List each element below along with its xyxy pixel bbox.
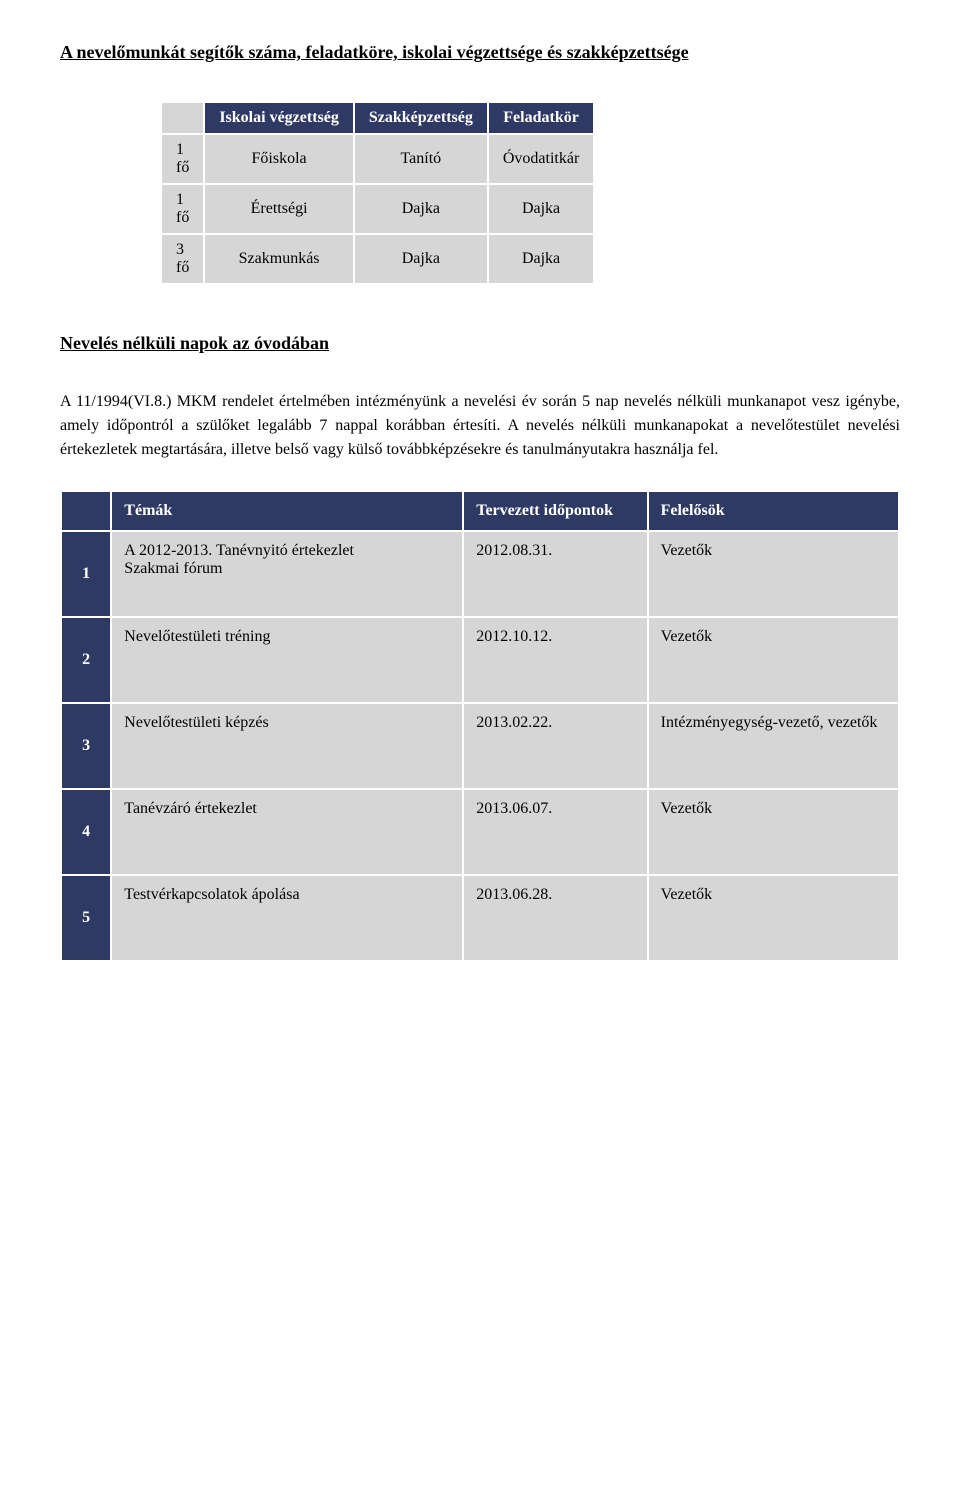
row-topic: Tanévzáró értekezlet [111, 789, 463, 875]
row-topic: A 2012-2013. Tanévnyitó értekezlet Szakm… [111, 531, 463, 617]
topic-line: Nevelőtestületi tréning [124, 628, 450, 646]
row-responsible: Vezetők [648, 617, 899, 703]
staff-qualification: Dajka [354, 234, 488, 284]
section-heading-2: Nevelés nélküli napok az óvodában [60, 333, 900, 354]
staff-education: Szakmunkás [204, 234, 354, 284]
schedule-header-blank [61, 491, 111, 531]
staff-count: 1 fő [161, 184, 204, 234]
table-row: 1 fő Főiskola Tanító Óvodatitkár [161, 134, 594, 184]
staff-table-header-blank [161, 102, 204, 134]
schedule-header-topics: Témák [111, 491, 463, 531]
table-row: 2 Nevelőtestületi tréning 2012.10.12. Ve… [61, 617, 899, 703]
section-heading-1: A nevelőmunkát segítők száma, feladatkör… [60, 40, 900, 65]
staff-qualification: Dajka [354, 184, 488, 234]
row-responsible: Vezetők [648, 531, 899, 617]
table-row: 1 fő Érettségi Dajka Dajka [161, 184, 594, 234]
row-responsible: Vezetők [648, 875, 899, 961]
staff-table-header-education: Iskolai végzettség [204, 102, 354, 134]
row-date: 2012.08.31. [463, 531, 647, 617]
topic-line: Szakmai fórum [124, 560, 450, 578]
staff-education: Főiskola [204, 134, 354, 184]
table-row: 4 Tanévzáró értekezlet 2013.06.07. Vezet… [61, 789, 899, 875]
staff-count: 1 fő [161, 134, 204, 184]
staff-table: Iskolai végzettség Szakképzettség Felada… [160, 101, 595, 285]
row-responsible: Vezetők [648, 789, 899, 875]
schedule-header-responsible: Felelősök [648, 491, 899, 531]
table-row: 5 Testvérkapcsolatok ápolása 2013.06.28.… [61, 875, 899, 961]
row-number: 4 [61, 789, 111, 875]
staff-role: Dajka [488, 184, 594, 234]
row-responsible: Intézményegység-vezető, vezetők [648, 703, 899, 789]
staff-count: 3 fő [161, 234, 204, 284]
row-number: 1 [61, 531, 111, 617]
row-date: 2013.02.22. [463, 703, 647, 789]
topic-line: Testvérkapcsolatok ápolása [124, 886, 450, 904]
row-number: 3 [61, 703, 111, 789]
row-number: 5 [61, 875, 111, 961]
row-topic: Nevelőtestületi képzés [111, 703, 463, 789]
table-row: 3 fő Szakmunkás Dajka Dajka [161, 234, 594, 284]
staff-table-header-qualification: Szakképzettség [354, 102, 488, 134]
staff-table-header-role: Feladatkör [488, 102, 594, 134]
schedule-header-dates: Tervezett időpontok [463, 491, 647, 531]
topic-line: Nevelőtestületi képzés [124, 714, 450, 732]
row-number: 2 [61, 617, 111, 703]
row-date: 2013.06.28. [463, 875, 647, 961]
table-row: 1 A 2012-2013. Tanévnyitó értekezlet Sza… [61, 531, 899, 617]
schedule-table: Témák Tervezett időpontok Felelősök 1 A … [60, 490, 900, 962]
row-topic: Nevelőtestületi tréning [111, 617, 463, 703]
table-row: 3 Nevelőtestületi képzés 2013.02.22. Int… [61, 703, 899, 789]
topic-line: A 2012-2013. Tanévnyitó értekezlet [124, 542, 450, 560]
topic-line: Tanévzáró értekezlet [124, 800, 450, 818]
paragraph-body: A 11/1994(VI.8.) MKM rendelet értelmében… [60, 390, 900, 462]
staff-education: Érettségi [204, 184, 354, 234]
row-topic: Testvérkapcsolatok ápolása [111, 875, 463, 961]
staff-qualification: Tanító [354, 134, 488, 184]
row-date: 2013.06.07. [463, 789, 647, 875]
staff-role: Óvodatitkár [488, 134, 594, 184]
staff-role: Dajka [488, 234, 594, 284]
row-date: 2012.10.12. [463, 617, 647, 703]
